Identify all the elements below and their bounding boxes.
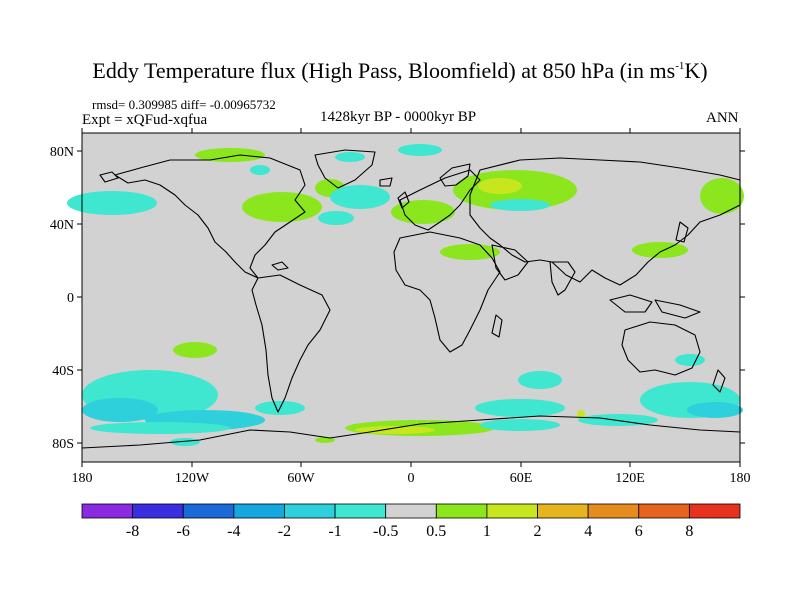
period-label: 1428kyr BP - 0000kyr BP <box>320 109 477 125</box>
colorbar <box>81 503 741 519</box>
map-title: Eddy Temperature flux (High Pass, Bloomf… <box>92 58 708 83</box>
season-label: ANN <box>706 110 739 126</box>
colorbar-swatch <box>638 503 690 519</box>
colorbar-swatch <box>486 503 538 519</box>
experiment-label: Expt = xQFud-xqfua <box>82 112 208 128</box>
colorbar-label: 1 <box>483 523 491 540</box>
colorbar-label: -2 <box>278 523 291 540</box>
latitude-axis: 80N 40N 0 40S 80S <box>50 145 745 452</box>
lon-label-60e: 60E <box>510 471 533 486</box>
colorbar-swatch <box>284 503 336 519</box>
coastlines <box>81 149 741 449</box>
longitude-axis: 180 120W 60W 0 60E 120E 180 <box>72 128 751 486</box>
colorbar-swatch <box>688 503 741 519</box>
lat-label-40n: 40N <box>50 218 74 233</box>
lon-label-60w: 60W <box>287 471 315 486</box>
colorbar-swatch <box>334 503 387 519</box>
lon-label-120e: 120E <box>615 471 645 486</box>
colorbar-swatch <box>81 503 134 519</box>
stats-text: rmsd= 0.309985 diff= -0.00965732 <box>92 97 276 112</box>
colorbar-label: 2 <box>534 523 542 540</box>
colorbar-label: -1 <box>328 523 341 540</box>
lon-label-0: 0 <box>408 471 415 486</box>
colorbar-swatch <box>435 503 488 519</box>
lat-label-0: 0 <box>67 291 74 306</box>
colorbar-swatch <box>132 503 184 519</box>
colorbar-label: -0.5 <box>373 523 398 540</box>
colorbar-labels: -8 -6 -4 -2 -1 -0.5 0.5 1 2 4 6 8 <box>126 523 693 540</box>
lat-label-40s: 40S <box>52 364 74 379</box>
colorbar-label: 0.5 <box>426 523 446 540</box>
colorbar-swatch <box>182 503 235 519</box>
colorbar-swatch <box>587 503 640 519</box>
colorbar-label: -8 <box>126 523 139 540</box>
colorbar-label: -6 <box>177 523 190 540</box>
colorbar-label: 8 <box>685 523 693 540</box>
lon-label-180e: 180 <box>730 471 751 486</box>
colorbar-label: -4 <box>227 523 240 540</box>
colorbar-swatch <box>537 503 589 519</box>
lon-label-180w: 180 <box>72 471 93 486</box>
lat-label-80n: 80N <box>50 145 74 160</box>
colorbar-swatch <box>233 503 285 519</box>
lat-label-80s: 80S <box>52 437 74 452</box>
colorbar-label: 4 <box>584 523 592 540</box>
colorbar-label: 6 <box>635 523 643 540</box>
lon-label-120w: 120W <box>175 471 210 486</box>
colorbar-swatch <box>385 503 437 519</box>
